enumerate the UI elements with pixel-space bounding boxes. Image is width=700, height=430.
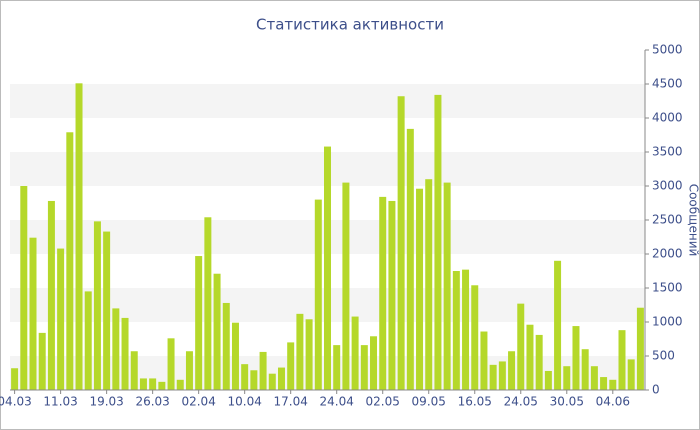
x-tick-label: 16.05 (458, 395, 492, 409)
bar (296, 313, 304, 390)
bar (130, 351, 138, 390)
bar (11, 368, 19, 390)
bar (600, 377, 608, 390)
bar (139, 378, 147, 390)
bar (508, 351, 516, 390)
bar (480, 331, 488, 390)
bar (75, 83, 83, 390)
bar (572, 326, 580, 390)
y-tick-label: 4000 (652, 111, 683, 125)
bar (452, 271, 460, 390)
bar (544, 370, 552, 390)
bar (397, 96, 405, 391)
bar (259, 351, 267, 390)
x-tick-label: 24.05 (504, 395, 538, 409)
y-tick-label: 0 (652, 383, 660, 397)
bar (84, 291, 92, 390)
y-tick-label: 1500 (652, 281, 683, 295)
x-tick-label: 09.05 (412, 395, 446, 409)
y-tick-label: 2000 (652, 247, 683, 261)
bar (498, 361, 506, 390)
bar (176, 379, 184, 390)
chart-title: Статистика активности (256, 16, 444, 34)
bar (204, 217, 212, 390)
bar (581, 349, 589, 390)
bar (618, 330, 626, 390)
bar (167, 338, 175, 390)
x-tick-label: 02.05 (366, 395, 400, 409)
bar (20, 186, 28, 390)
bar (379, 196, 387, 390)
y-tick-label: 3500 (652, 145, 683, 159)
bar (554, 260, 562, 390)
y-tick-label: 500 (652, 349, 675, 363)
bar (305, 319, 313, 390)
x-tick-label: 26.03 (135, 395, 169, 409)
bar (287, 342, 295, 390)
x-tick-label: 04.03 (0, 395, 32, 409)
grid-band (10, 84, 645, 118)
bar (222, 302, 230, 390)
bar (388, 200, 396, 390)
bar (590, 366, 598, 390)
bar (351, 316, 359, 390)
bar (434, 94, 442, 390)
bar (636, 307, 644, 390)
bar (250, 370, 258, 390)
bar (112, 308, 120, 390)
y-tick-label: 1000 (652, 315, 683, 329)
y-tick-label: 2500 (652, 213, 683, 227)
bar (241, 364, 249, 390)
bar (103, 231, 111, 390)
bar (93, 221, 101, 390)
bar (563, 366, 571, 390)
bar (47, 200, 55, 390)
bar (342, 182, 350, 390)
bar (489, 364, 497, 390)
y-tick-label: 5000 (652, 43, 683, 57)
bar (66, 132, 74, 390)
bar (324, 146, 331, 390)
bar (416, 188, 424, 390)
bar (185, 351, 193, 390)
bar (231, 322, 239, 390)
x-tick-label: 10.04 (227, 395, 261, 409)
bar (29, 237, 37, 390)
x-tick-label: 17.04 (274, 395, 308, 409)
bar (609, 379, 617, 390)
bar (425, 179, 433, 390)
x-tick-label: 30.05 (550, 395, 584, 409)
bar (268, 373, 276, 390)
bar (277, 367, 285, 390)
bar (370, 336, 378, 390)
bar (333, 345, 341, 390)
bar (471, 285, 479, 390)
bar (195, 256, 203, 390)
x-tick-label: 02.04 (181, 395, 215, 409)
bar (517, 303, 525, 390)
x-tick-label: 24.04 (320, 395, 354, 409)
x-tick-label: 04.06 (596, 395, 630, 409)
bar (627, 359, 635, 390)
bar (443, 182, 451, 390)
bar (314, 199, 322, 390)
bar (213, 273, 221, 390)
bar (38, 332, 46, 390)
x-tick-label: 11.03 (43, 395, 77, 409)
y-axis-label: Сообщений (687, 184, 700, 257)
bar (526, 324, 534, 390)
x-tick-label: 19.03 (89, 395, 123, 409)
bar (360, 345, 368, 390)
y-tick-label: 4500 (652, 77, 683, 91)
bar (535, 334, 543, 390)
bar (57, 248, 65, 390)
bar (149, 378, 157, 390)
bar (158, 381, 166, 390)
y-tick-label: 3000 (652, 179, 683, 193)
bar (406, 128, 414, 390)
bar (462, 269, 470, 390)
bar (121, 317, 129, 390)
